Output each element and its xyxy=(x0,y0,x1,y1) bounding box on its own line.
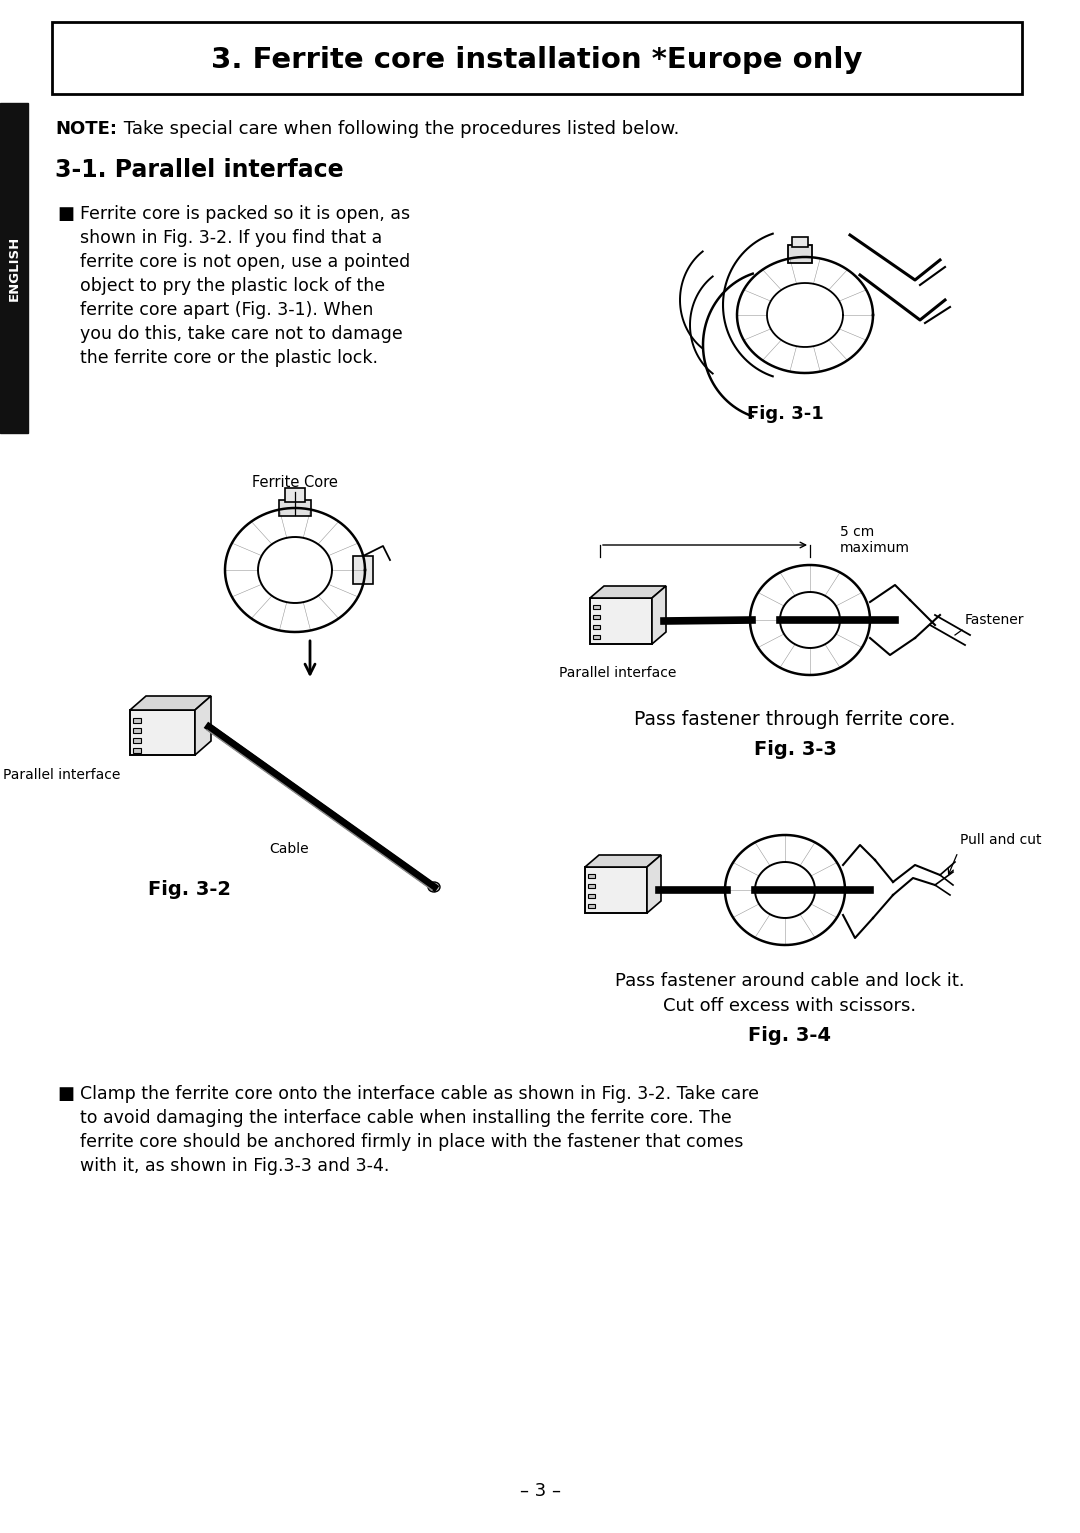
Bar xyxy=(0,103,28,432)
Text: ferrite core apart (Fig. 3-1). When: ferrite core apart (Fig. 3-1). When xyxy=(80,300,374,319)
Text: 5 cm
maximum: 5 cm maximum xyxy=(840,524,910,555)
Text: Cable: Cable xyxy=(269,842,309,855)
Polygon shape xyxy=(652,586,666,644)
Bar xyxy=(593,615,600,619)
Text: you do this, take care not to damage: you do this, take care not to damage xyxy=(80,325,403,343)
Text: Fastener: Fastener xyxy=(966,613,1025,627)
Text: shown in Fig. 3-2. If you find that a: shown in Fig. 3-2. If you find that a xyxy=(80,228,382,247)
Bar xyxy=(133,728,141,733)
Text: ■: ■ xyxy=(57,1085,75,1104)
Polygon shape xyxy=(130,696,211,710)
Polygon shape xyxy=(585,855,661,868)
Bar xyxy=(52,21,1022,94)
Text: Pass fastener through ferrite core.: Pass fastener through ferrite core. xyxy=(634,710,956,730)
Text: the ferrite core or the plastic lock.: the ferrite core or the plastic lock. xyxy=(80,350,378,366)
Text: Pull and cut: Pull and cut xyxy=(960,832,1041,848)
Bar xyxy=(588,904,595,908)
Bar xyxy=(593,625,600,629)
Text: 3. Ferrite core installation *Europe only: 3. Ferrite core installation *Europe onl… xyxy=(212,46,863,74)
Bar xyxy=(133,737,141,744)
Text: Parallel interface: Parallel interface xyxy=(559,665,677,681)
Ellipse shape xyxy=(428,881,440,892)
Polygon shape xyxy=(647,855,661,914)
Text: ■: ■ xyxy=(57,205,75,222)
Text: ferrite core should be anchored firmly in place with the fastener that comes: ferrite core should be anchored firmly i… xyxy=(80,1133,743,1151)
Text: Fig. 3-4: Fig. 3-4 xyxy=(748,1026,832,1046)
Bar xyxy=(593,606,600,609)
Text: ferrite core is not open, use a pointed: ferrite core is not open, use a pointed xyxy=(80,253,410,271)
Text: Clamp the ferrite core onto the interface cable as shown in Fig. 3-2. Take care: Clamp the ferrite core onto the interfac… xyxy=(80,1085,759,1104)
Polygon shape xyxy=(590,586,666,598)
Text: object to pry the plastic lock of the: object to pry the plastic lock of the xyxy=(80,277,386,294)
Bar xyxy=(588,874,595,878)
Bar xyxy=(353,556,373,584)
Polygon shape xyxy=(195,696,211,754)
Bar xyxy=(285,487,305,501)
Text: Take special care when following the procedures listed below.: Take special care when following the pro… xyxy=(118,120,679,138)
Text: – 3 –: – 3 – xyxy=(519,1482,561,1499)
Bar xyxy=(792,238,808,247)
Text: to avoid damaging the interface cable when installing the ferrite core. The: to avoid damaging the interface cable wh… xyxy=(80,1108,732,1127)
Text: Cut off excess with scissors.: Cut off excess with scissors. xyxy=(663,996,917,1015)
Bar xyxy=(590,598,652,644)
Text: Fig. 3-1: Fig. 3-1 xyxy=(746,405,823,423)
Text: Ferrite core is packed so it is open, as: Ferrite core is packed so it is open, as xyxy=(80,205,410,222)
Text: 3-1. Parallel interface: 3-1. Parallel interface xyxy=(55,158,343,182)
Bar xyxy=(130,710,195,754)
Bar xyxy=(588,894,595,898)
Text: with it, as shown in Fig.3-3 and 3-4.: with it, as shown in Fig.3-3 and 3-4. xyxy=(80,1157,390,1174)
Bar xyxy=(593,635,600,639)
Text: Pass fastener around cable and lock it.: Pass fastener around cable and lock it. xyxy=(616,972,964,990)
Text: Fig. 3-3: Fig. 3-3 xyxy=(754,740,836,759)
Text: Parallel interface: Parallel interface xyxy=(2,768,120,782)
Bar xyxy=(788,245,812,264)
Text: Ferrite Core: Ferrite Core xyxy=(252,475,338,491)
Text: Fig. 3-2: Fig. 3-2 xyxy=(149,880,231,898)
Text: NOTE:: NOTE: xyxy=(55,120,117,138)
Text: ENGLISH: ENGLISH xyxy=(8,236,21,300)
Bar xyxy=(133,748,141,753)
Bar xyxy=(279,500,311,517)
Bar xyxy=(133,717,141,724)
Bar xyxy=(588,885,595,888)
Bar xyxy=(585,868,647,914)
